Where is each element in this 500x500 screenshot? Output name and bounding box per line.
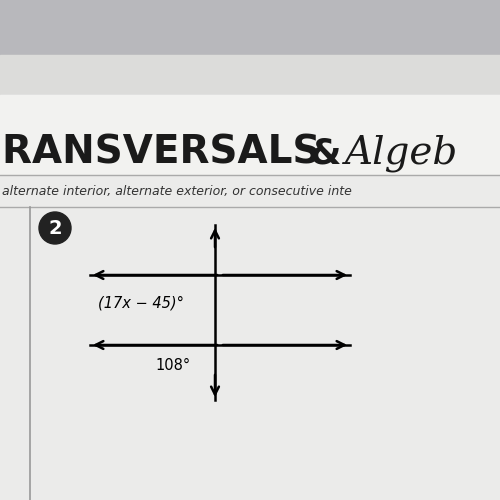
Text: &: & (310, 136, 342, 170)
Circle shape (39, 212, 71, 244)
Text: (17x − 45)°: (17x − 45)° (98, 295, 184, 310)
Bar (0, 0, 500, 55)
Text: alternate interior, alternate exterior, or consecutive inte: alternate interior, alternate exterior, … (2, 186, 352, 198)
Bar (0, 55, 500, 500)
Text: Algeb: Algeb (345, 134, 458, 172)
Bar (0, 175, 500, 207)
Text: 108°: 108° (155, 358, 190, 373)
Bar (0, 95, 500, 500)
Text: RANSVERSALS: RANSVERSALS (2, 134, 334, 172)
Bar (0, 95, 500, 175)
Text: 2: 2 (48, 218, 62, 238)
